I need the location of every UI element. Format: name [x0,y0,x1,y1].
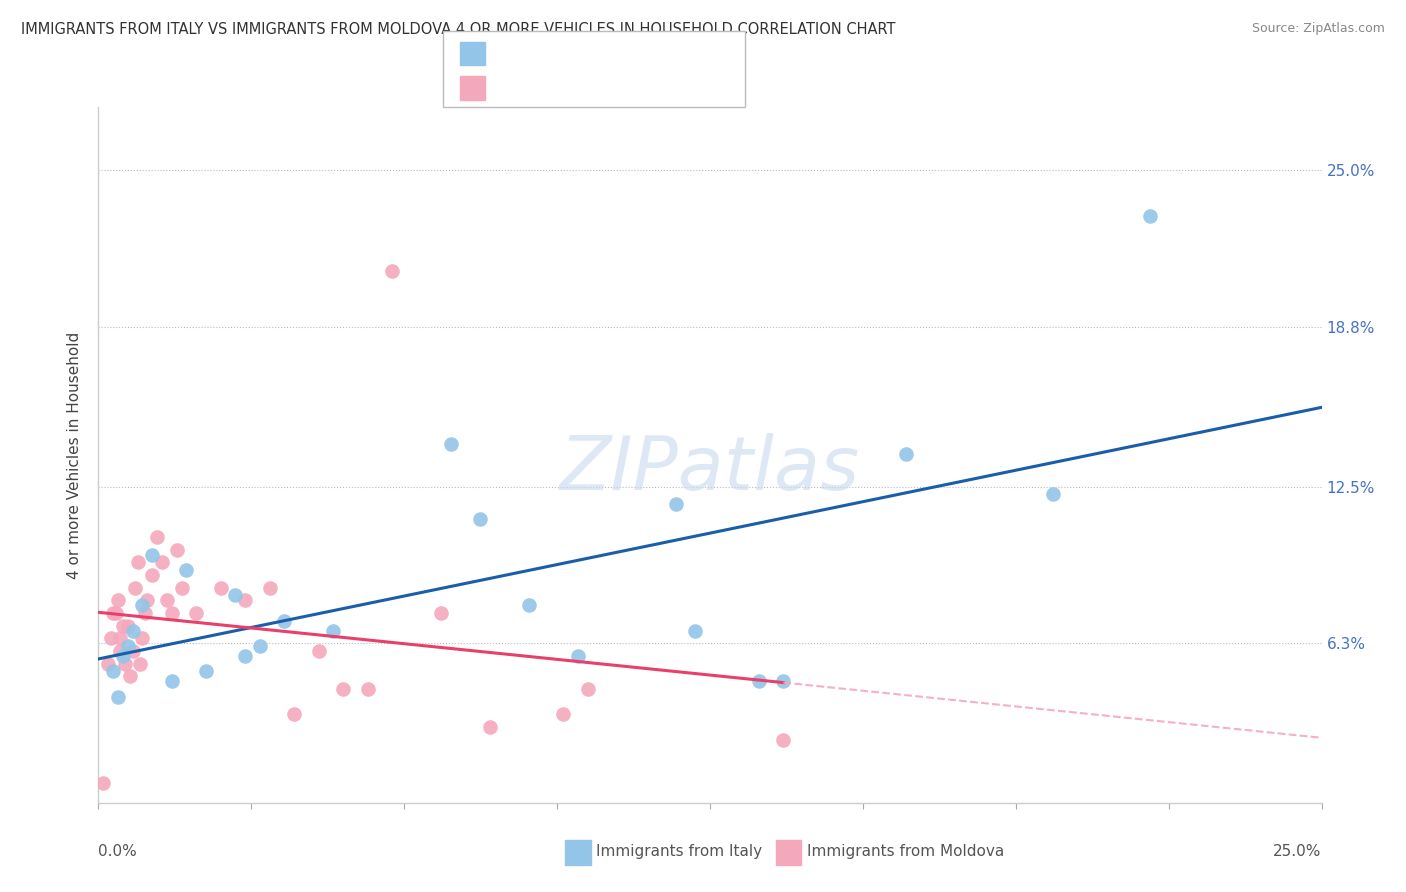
Text: N = 26: N = 26 [605,48,658,63]
Point [209,581,232,595]
Point [114,657,136,671]
Point [107,593,129,607]
Point [160,674,183,689]
Point [567,648,589,663]
Point [665,497,688,511]
Point [120,669,142,683]
Point [131,599,153,613]
Point [100,632,122,646]
Point [176,563,198,577]
Text: 25.0%: 25.0% [1274,845,1322,859]
Point [748,674,770,689]
Point [166,542,188,557]
Point [124,581,146,595]
Point [134,606,156,620]
Point [170,581,193,595]
Point [156,593,179,607]
Point [224,588,246,602]
Point [308,644,330,658]
Point [91,775,114,789]
Point [110,644,132,658]
Point [1139,209,1161,223]
Point [685,624,707,638]
Point [356,681,378,696]
Y-axis label: 4 or more Vehicles in Household: 4 or more Vehicles in Household [67,331,83,579]
Point [136,593,159,607]
Point [121,624,143,638]
Point [273,614,295,628]
Point [131,632,153,646]
Point [440,436,463,450]
Point [104,606,127,620]
Point [553,707,575,722]
Text: R = -0.124: R = -0.124 [496,83,578,98]
Point [283,707,305,722]
Point [894,447,917,461]
Point [322,624,344,638]
Point [468,512,491,526]
Point [117,618,139,632]
Point [772,674,794,689]
Point [517,599,540,613]
Point [160,606,183,620]
Point [107,690,129,704]
Text: Source: ZipAtlas.com: Source: ZipAtlas.com [1251,22,1385,36]
Point [195,665,218,679]
Point [233,593,256,607]
Point [478,720,501,734]
Point [117,639,139,653]
Point [141,548,163,562]
Point [233,648,256,663]
Point [97,657,120,671]
Text: Immigrants from Italy: Immigrants from Italy [596,845,762,859]
Point [146,530,169,544]
Point [111,648,134,663]
Point [259,581,281,595]
Text: ZIPatlas: ZIPatlas [560,433,860,505]
Point [101,606,124,620]
Point [129,657,152,671]
Text: 0.0%: 0.0% [98,845,138,859]
Point [576,681,599,696]
Point [249,639,271,653]
Text: IMMIGRANTS FROM ITALY VS IMMIGRANTS FROM MOLDOVA 4 OR MORE VEHICLES IN HOUSEHOLD: IMMIGRANTS FROM ITALY VS IMMIGRANTS FROM… [21,22,896,37]
Point [127,556,149,570]
Point [150,556,173,570]
Point [430,606,453,620]
Point [772,732,794,747]
Point [101,665,124,679]
Text: N = 40: N = 40 [605,83,658,98]
Point [141,568,163,582]
Point [1042,487,1064,501]
Point [332,681,354,696]
Text: Immigrants from Moldova: Immigrants from Moldova [807,845,1004,859]
Point [186,606,208,620]
Point [121,644,143,658]
Point [110,632,132,646]
Point [111,618,134,632]
Text: R =  0.564: R = 0.564 [496,48,578,63]
Point [381,264,404,278]
